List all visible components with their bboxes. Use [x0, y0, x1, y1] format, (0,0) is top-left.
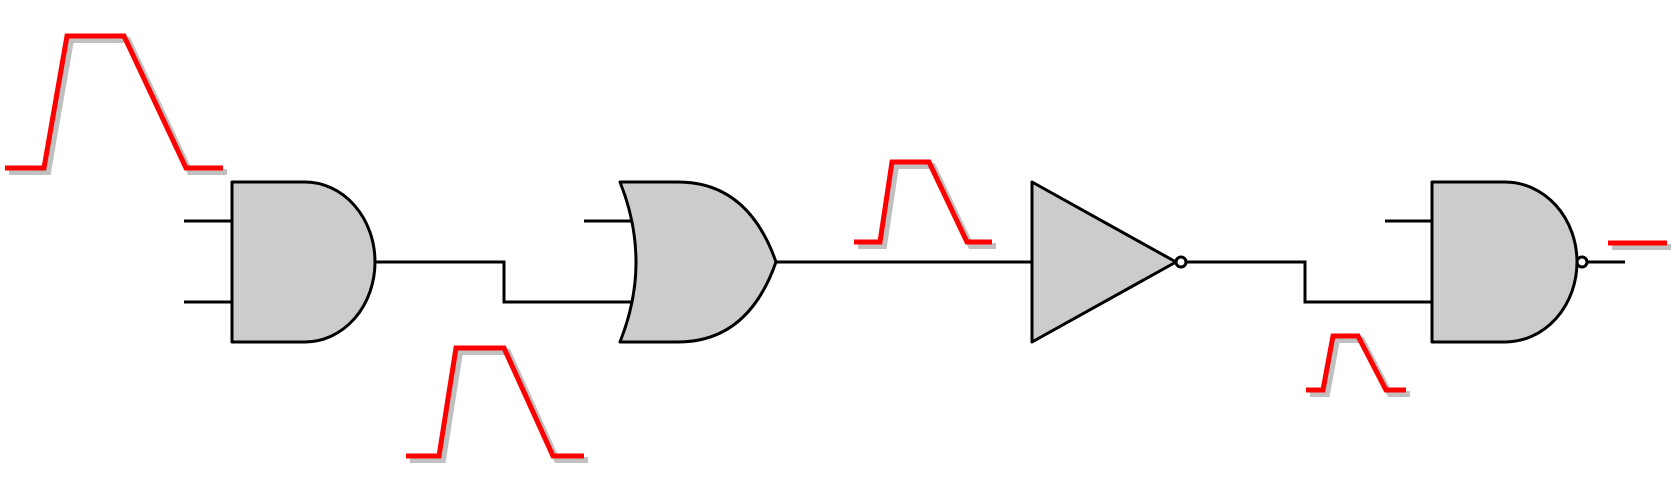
not-output-pulse-waveform — [1306, 333, 1410, 397]
and-gate — [184, 180, 377, 344]
or-gate-body — [618, 180, 778, 344]
and-to-or-wire — [375, 260, 635, 304]
not-to-nand-wire — [1186, 260, 1432, 304]
not-gate-body — [1030, 180, 1178, 344]
and-gate-body — [230, 180, 377, 344]
nand-gate-body — [1430, 180, 1579, 344]
not-gate — [1030, 180, 1188, 344]
not-inversion-bubble — [1174, 255, 1188, 269]
or-gate — [584, 180, 778, 344]
input-pulse-waveform — [5, 33, 227, 175]
nand-gate — [1385, 180, 1625, 344]
and-output-pulse-waveform — [406, 345, 588, 463]
or-output-pulse-waveform — [854, 159, 996, 249]
nand-inversion-bubble — [1575, 255, 1589, 269]
nand-output-flat-waveform — [1608, 240, 1671, 250]
